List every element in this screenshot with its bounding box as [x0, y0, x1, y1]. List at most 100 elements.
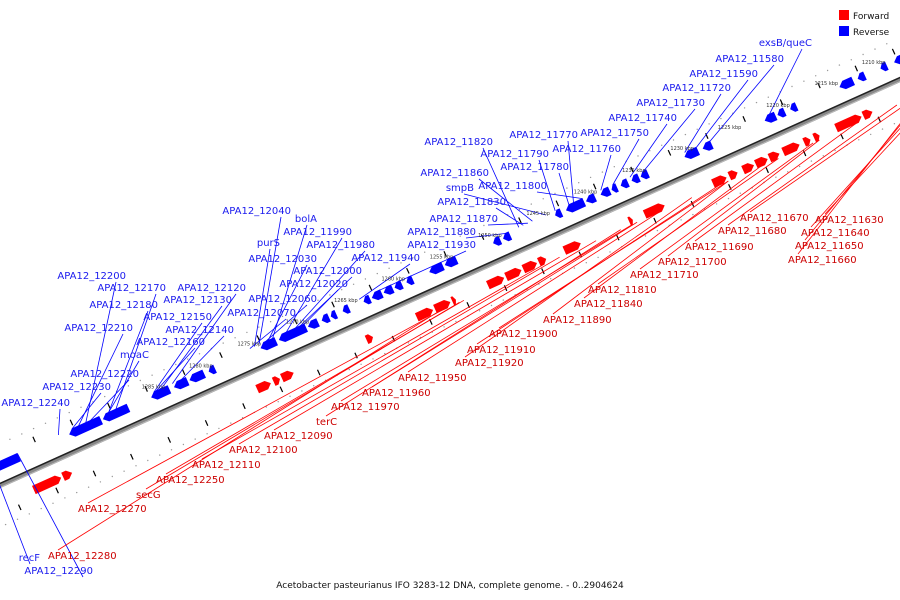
reverse-label-leader: [558, 172, 570, 205]
track-dot: [490, 304, 493, 307]
forward-gene: [834, 114, 862, 133]
reverse-gene-label: APA12_12000: [293, 266, 362, 277]
forward-label-leader: [407, 212, 659, 373]
forward-label-leader: [804, 124, 900, 241]
track-dot: [44, 422, 47, 424]
track-dot: [684, 133, 687, 136]
reverse-gene: [790, 102, 799, 112]
reverse-gene-label: APA12_11730: [636, 98, 705, 109]
genome-axis: [0, 76, 900, 489]
reverse-gene: [684, 146, 700, 159]
forward-gene-label: APA12_12250: [156, 475, 225, 486]
track-dot: [585, 262, 587, 264]
label-leaders: [0, 48, 900, 578]
track-dot: [139, 379, 141, 382]
reverse-gene: [857, 71, 867, 82]
track-dot: [222, 342, 224, 344]
track-dot: [739, 192, 741, 194]
reverse-gene: [208, 364, 217, 375]
forward-gene: [450, 296, 456, 306]
forward-gene: [754, 156, 768, 169]
reverse-label-leader: [482, 147, 520, 228]
reverse-gene: [330, 309, 339, 320]
track-dot: [720, 117, 722, 120]
forward-label-leader: [238, 256, 560, 445]
track-dot: [265, 406, 267, 408]
reverse-label-leader: [58, 408, 61, 436]
forward-gene-label: APA12_12280: [48, 551, 117, 562]
forward-label-leader: [371, 221, 638, 388]
reverse-gene-label: APA12_12180: [89, 300, 158, 311]
track-dot: [755, 101, 758, 104]
track-dot: [4, 523, 7, 526]
forward-gene-label: APA12_11840: [574, 299, 643, 310]
forward-gene-label: APA12_11680: [718, 226, 787, 237]
track-dot: [76, 491, 78, 494]
track-dot: [886, 43, 888, 45]
scale-tick-label: 1265 kbp: [334, 298, 358, 304]
forward-label-leader: [201, 263, 545, 460]
reverse-label-leader: [463, 193, 547, 216]
forward-gene: [521, 260, 537, 274]
track-dot: [483, 224, 485, 227]
track-dot: [352, 283, 355, 285]
track-dot: [597, 256, 599, 259]
track-dot: [9, 438, 11, 440]
track-dot: [838, 64, 841, 66]
track-tick: [32, 436, 36, 443]
track-dot: [329, 294, 331, 296]
track-dot: [791, 85, 793, 88]
reverse-label-leader: [172, 293, 237, 384]
reverse-gene: [586, 193, 597, 204]
forward-gene: [812, 132, 820, 143]
forward-gene-label: APA12_11700: [658, 257, 727, 268]
reverse-gene: [894, 54, 900, 65]
reverse-gene-label: APA12_11880: [407, 227, 476, 238]
reverse-gene-label: APA12_12140: [165, 325, 234, 336]
forward-gene-label: APA12_11640: [801, 228, 870, 239]
track-dot: [198, 353, 201, 355]
track-dot: [424, 251, 426, 253]
figure-caption: Acetobacter pasteurianus IFO 3283-12 DNA…: [276, 581, 624, 591]
legend: Forward Reverse: [839, 10, 890, 38]
track-dot: [542, 198, 544, 200]
forward-gene: [414, 307, 434, 322]
track-dot: [163, 369, 165, 371]
scale-tick-label: 1225 kbp: [718, 125, 742, 131]
track-dot: [573, 267, 576, 269]
reverse-gene: [444, 255, 459, 268]
reverse-label-leader: [536, 191, 583, 199]
reverse-label-leader: [0, 484, 31, 565]
track-tick: [279, 386, 284, 393]
forward-gene: [255, 381, 271, 394]
reverse-label-leader: [155, 347, 196, 392]
track-dot: [637, 155, 639, 157]
scale-tick-label: 1255 kbp: [430, 255, 454, 261]
track-tick: [779, 99, 784, 106]
track-dot: [175, 363, 177, 366]
reverse-gene: [174, 377, 190, 390]
scale-tick-label: 1235 kbp: [622, 168, 646, 174]
reverse-gene: [394, 280, 404, 291]
track-dot: [246, 331, 248, 334]
forward-gene-label: APA12_11630: [815, 215, 884, 226]
forward-gene: [364, 334, 373, 344]
forward-gene: [642, 203, 665, 219]
track-dot: [743, 107, 746, 109]
reverse-gene: [69, 416, 103, 437]
reverse-label-leader: [272, 224, 308, 339]
track-tick: [368, 284, 373, 291]
reverse-label-leader: [696, 79, 749, 148]
reverse-gene-label: APA12_12040: [222, 206, 291, 217]
track-dot: [803, 80, 805, 82]
track-dot: [589, 176, 592, 179]
reverse-gene-label: APA12_12020: [279, 279, 348, 290]
reverse-label-leader: [108, 360, 140, 413]
forward-gene: [711, 175, 727, 188]
forward-gene-label: APA12_12100: [229, 445, 298, 456]
track-tick: [144, 385, 148, 392]
reverse-gene: [631, 173, 641, 184]
track-tick: [130, 453, 134, 460]
reverse-gene-label: APA12_11980: [306, 240, 375, 251]
track-dot: [277, 401, 279, 403]
